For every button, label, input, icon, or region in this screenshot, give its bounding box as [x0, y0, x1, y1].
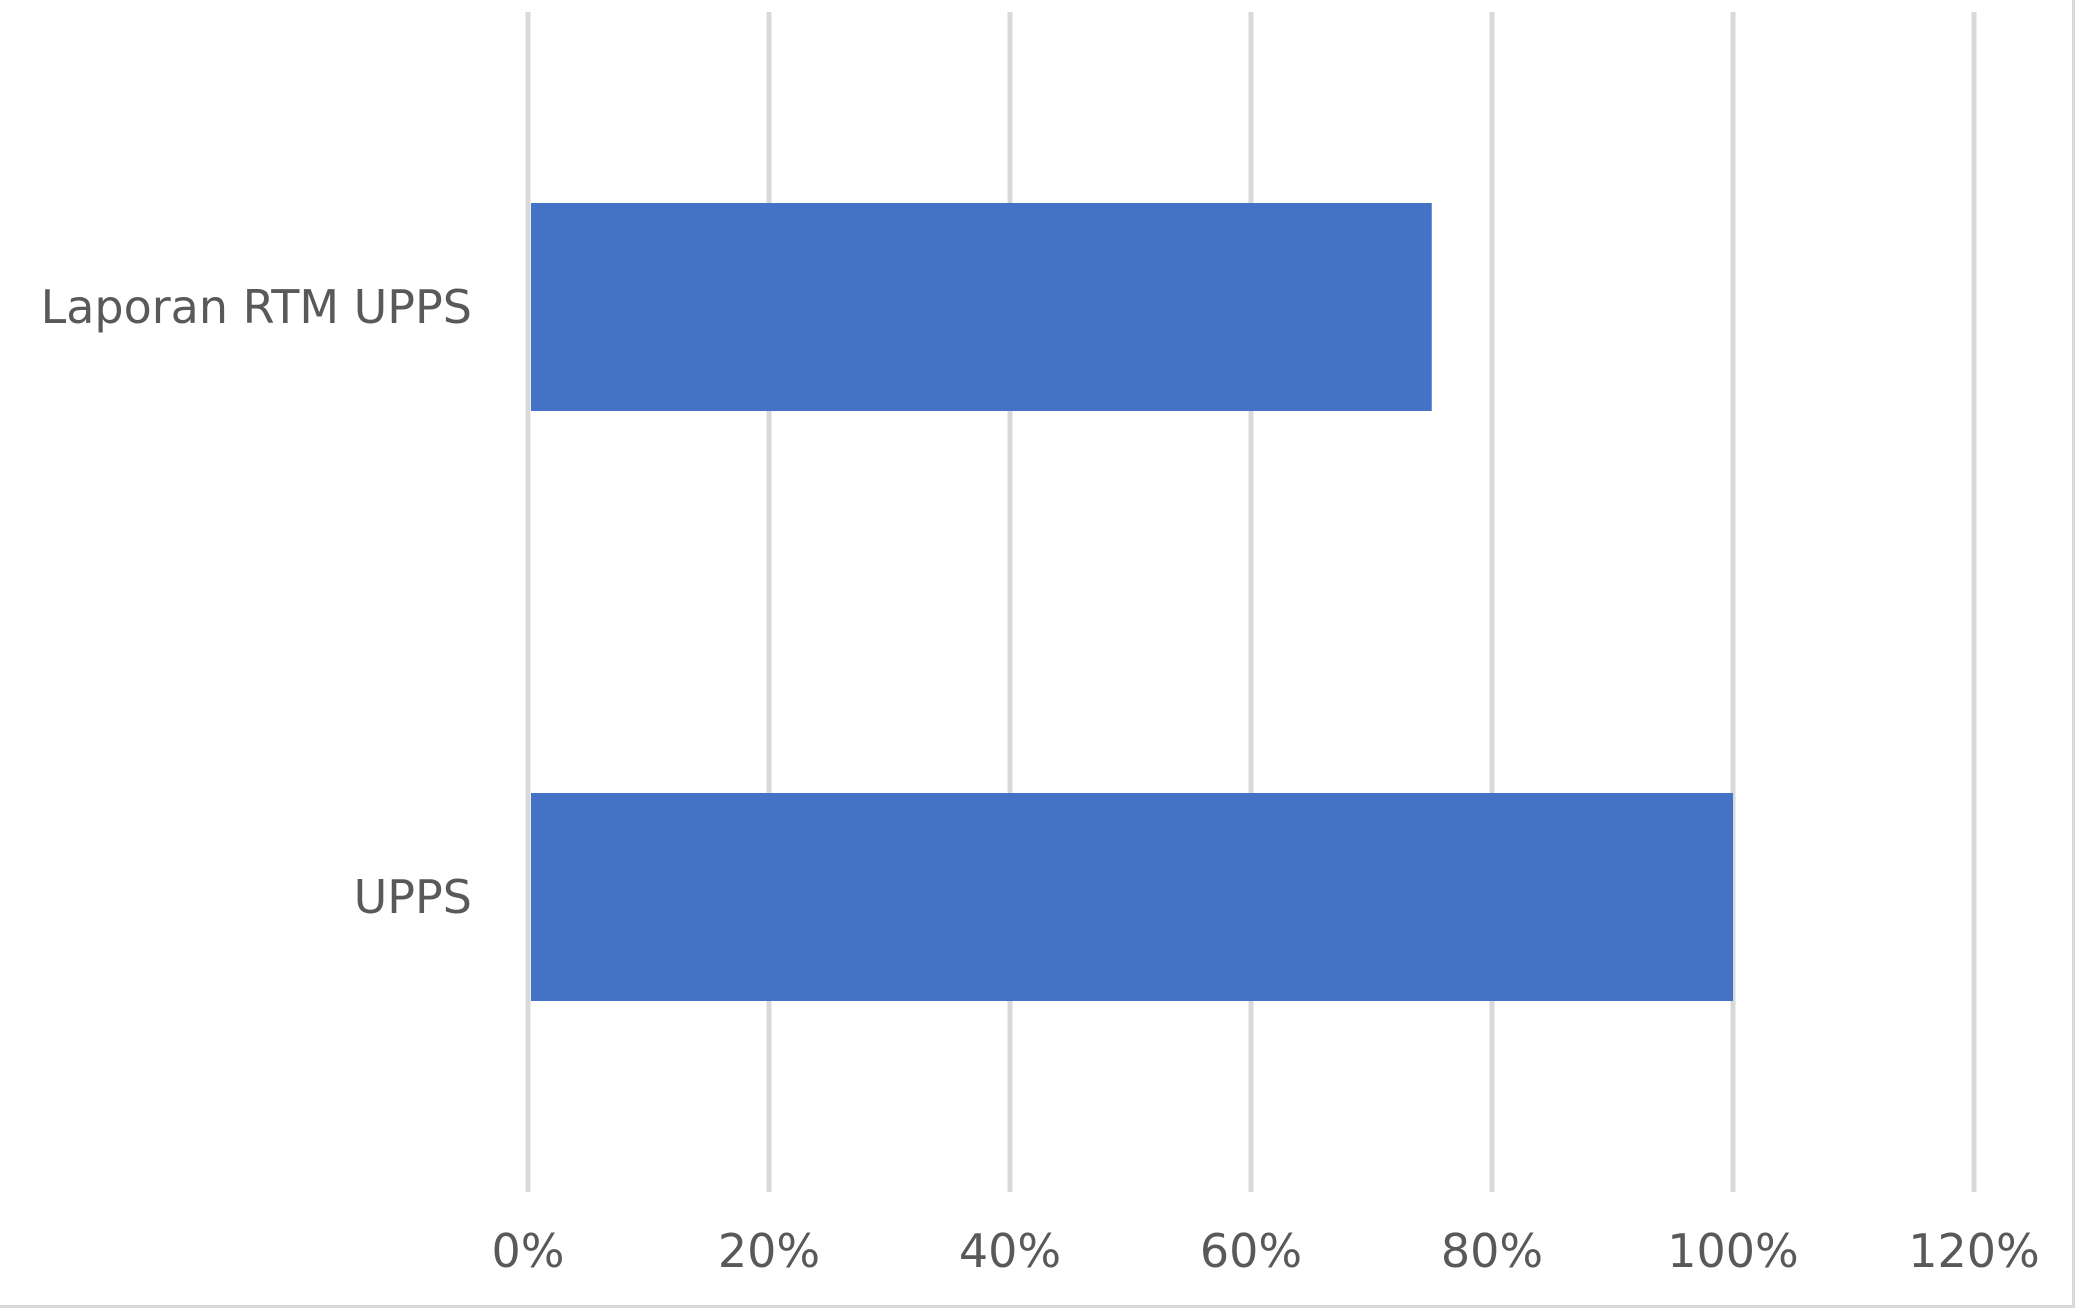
- x-tick-label: 20%: [718, 1224, 820, 1278]
- x-tick-label: 40%: [959, 1224, 1061, 1278]
- x-axis-tick-labels: 0% 20% 40% 60% 80% 100% 120%: [492, 1224, 2040, 1278]
- frame-bottom-edge: [0, 1305, 2075, 1308]
- x-tick-label: 100%: [1667, 1224, 1799, 1278]
- x-tick-label: 60%: [1200, 1224, 1302, 1278]
- category-label: UPPS: [354, 870, 472, 924]
- category-labels: Laporan RTM UPPS UPPS: [41, 280, 472, 924]
- bars: [531, 203, 1733, 1001]
- bar: [531, 793, 1733, 1001]
- gridlines: [525, 12, 1977, 1192]
- x-tick-label: 0%: [492, 1224, 565, 1278]
- frame-right-edge: [2072, 0, 2075, 1308]
- category-label: Laporan RTM UPPS: [41, 280, 472, 334]
- x-tick-label: 80%: [1441, 1224, 1543, 1278]
- x-tick-label: 120%: [1908, 1224, 2040, 1278]
- bar: [531, 203, 1432, 411]
